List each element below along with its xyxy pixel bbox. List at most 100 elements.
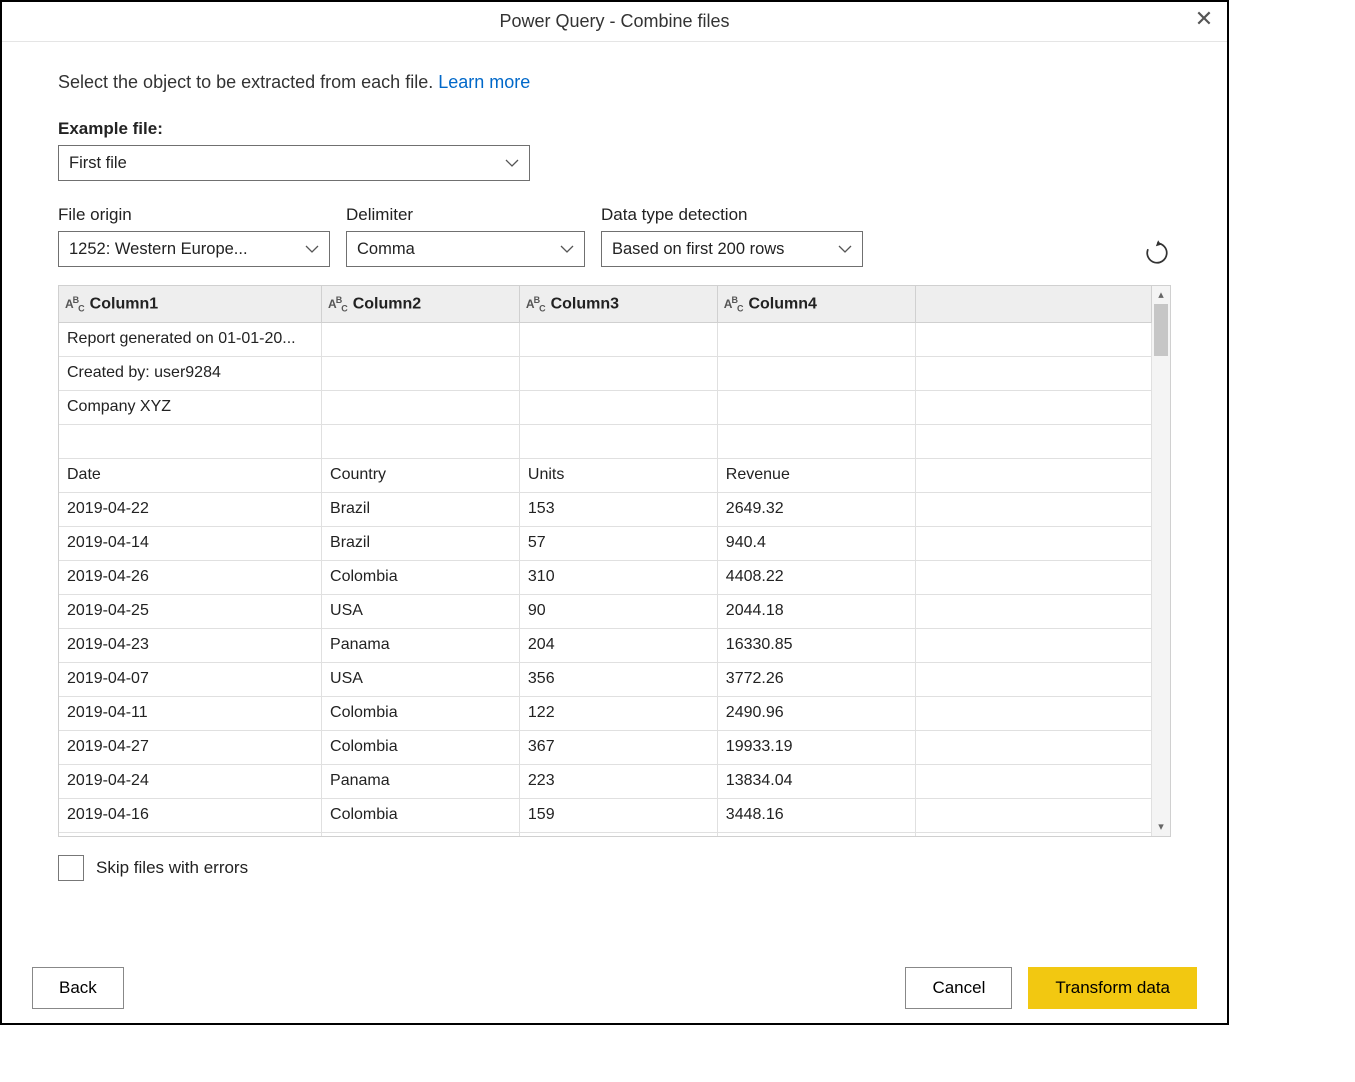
table-cell [717,390,915,424]
close-icon[interactable]: ✕ [1191,8,1217,34]
table-cell: 2019-04-27 [59,730,322,764]
table-cell-blank [915,594,1151,628]
file-origin-value: 1252: Western Europe... [69,240,248,259]
table-cell-blank [915,764,1151,798]
table-row[interactable]: Report generated on 01-01-20... [59,322,1152,356]
back-button[interactable]: Back [32,967,124,1009]
column-header[interactable]: ABCColumn3 [519,286,717,322]
file-origin-select[interactable]: 1252: Western Europe... [58,231,330,267]
table-row[interactable]: 2019-04-08Canada25814601.34 [59,832,1152,836]
table-row[interactable]: 2019-04-23Panama20416330.85 [59,628,1152,662]
column-header-label: Column2 [353,295,421,312]
table-cell-blank [915,526,1151,560]
table-cell: Colombia [322,696,520,730]
type-icon: ABC [724,295,743,313]
table-cell: 2019-04-11 [59,696,322,730]
table-row[interactable]: 2019-04-26Colombia3104408.22 [59,560,1152,594]
skip-errors-label: Skip files with errors [96,858,248,878]
table-cell: 2019-04-22 [59,492,322,526]
delimiter-select[interactable]: Comma [346,231,585,267]
table-cell [322,424,520,458]
table-cell: 2490.96 [717,696,915,730]
chevron-down-icon [560,241,574,257]
table-cell [322,356,520,390]
scroll-up-icon[interactable]: ▴ [1152,286,1170,304]
scroll-track[interactable] [1152,304,1170,818]
refresh-icon[interactable] [1143,239,1171,267]
table-row[interactable]: 2019-04-25USA902044.18 [59,594,1152,628]
table-row[interactable]: 2019-04-22Brazil1532649.32 [59,492,1152,526]
table-cell: 57 [519,526,717,560]
table-cell: 122 [519,696,717,730]
column-header-label: Column4 [748,295,816,312]
instruction-static: Select the object to be extracted from e… [58,72,433,92]
table-row[interactable]: DateCountryUnitsRevenue [59,458,1152,492]
table-row[interactable]: 2019-04-11Colombia1222490.96 [59,696,1152,730]
example-file-select[interactable]: First file [58,145,530,181]
table-cell: 13834.04 [717,764,915,798]
table-cell: 2019-04-23 [59,628,322,662]
skip-errors-row: Skip files with errors [58,855,1171,881]
example-file-group: Example file: First file [58,119,530,181]
column-header[interactable]: ABCColumn2 [322,286,520,322]
chevron-down-icon [505,155,519,171]
table-cell-blank [915,798,1151,832]
table-cell-blank [915,662,1151,696]
table-cell: 90 [519,594,717,628]
content-area: Select the object to be extracted from e… [2,42,1227,881]
table-row[interactable]: 2019-04-07USA3563772.26 [59,662,1152,696]
skip-errors-checkbox[interactable] [58,855,84,881]
table-cell: Date [59,458,322,492]
dialog-title: Power Query - Combine files [499,11,729,32]
table-cell: 2019-04-24 [59,764,322,798]
table-cell: Panama [322,764,520,798]
data-type-value: Based on first 200 rows [612,240,784,259]
column-header[interactable]: ABC Column4 [717,286,915,322]
table-cell: 204 [519,628,717,662]
table-cell-blank [915,356,1151,390]
table-row[interactable] [59,424,1152,458]
table-cell: 258 [519,832,717,836]
table-row[interactable]: Created by: user9284 [59,356,1152,390]
table-cell: USA [322,662,520,696]
table-cell [717,322,915,356]
table-cell: 3772.26 [717,662,915,696]
table-row[interactable]: 2019-04-27Colombia36719933.19 [59,730,1152,764]
column-header-blank [915,286,1151,322]
table-cell-blank [915,390,1151,424]
chevron-down-icon [838,241,852,257]
learn-more-link[interactable]: Learn more [438,72,530,92]
instruction-text: Select the object to be extracted from e… [58,72,1171,93]
table-cell [322,322,520,356]
data-type-group: Data type detection Based on first 200 r… [601,205,863,267]
table-cell [59,424,322,458]
column-header-label: Column3 [551,295,619,312]
column-header-label: Column1 [90,295,158,312]
scrollbar[interactable]: ▴ ▾ [1152,286,1170,836]
table-cell: Company XYZ [59,390,322,424]
table-cell [322,390,520,424]
table-cell [519,322,717,356]
scroll-down-icon[interactable]: ▾ [1152,818,1170,836]
data-type-select[interactable]: Based on first 200 rows [601,231,863,267]
transform-data-button[interactable]: Transform data [1028,967,1197,1009]
table-cell: Colombia [322,560,520,594]
table-cell: Canada [322,832,520,836]
delimiter-group: Delimiter Comma [346,205,585,267]
table-cell: 159 [519,798,717,832]
chevron-down-icon [305,241,319,257]
table-row[interactable]: 2019-04-16Colombia1593448.16 [59,798,1152,832]
table-cell: Units [519,458,717,492]
cancel-button[interactable]: Cancel [905,967,1012,1009]
table-cell: 367 [519,730,717,764]
scroll-thumb[interactable] [1154,304,1168,356]
table-cell: 153 [519,492,717,526]
table-row[interactable]: 2019-04-24Panama22313834.04 [59,764,1152,798]
table-cell: 14601.34 [717,832,915,836]
table-row[interactable]: Company XYZ [59,390,1152,424]
table-cell: 2019-04-08 [59,832,322,836]
table-cell: Colombia [322,730,520,764]
table-cell-blank [915,696,1151,730]
column-header[interactable]: ABCColumn1 [59,286,322,322]
table-row[interactable]: 2019-04-14Brazil57940.4 [59,526,1152,560]
